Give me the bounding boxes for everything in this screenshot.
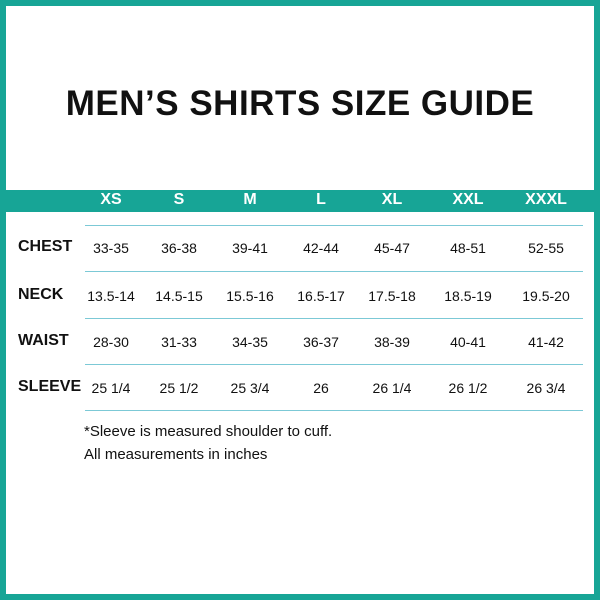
note-units: All measurements in inches xyxy=(84,446,268,463)
table-cell: 36-37 xyxy=(303,334,339,350)
table-cell: 33-35 xyxy=(93,240,129,256)
row-label: WAIST xyxy=(18,332,69,349)
table-cell: 14.5-15 xyxy=(155,288,203,304)
size-header-band xyxy=(0,190,600,212)
table-cell: 41-42 xyxy=(528,334,564,350)
row-label: SLEEVE xyxy=(18,378,82,395)
note-sleeve: *Sleeve is measured shoulder to cuff. xyxy=(84,423,333,440)
table-cell: 19.5-20 xyxy=(522,288,570,304)
size-header: XL xyxy=(381,191,403,208)
table-cell: 52-55 xyxy=(528,240,564,256)
size-header: XXXL xyxy=(525,191,567,208)
table-cell: 18.5-19 xyxy=(444,288,492,304)
row-divider xyxy=(85,364,583,365)
table-cell: 17.5-18 xyxy=(368,288,416,304)
table-cell: 13.5-14 xyxy=(87,288,135,304)
table-cell: 48-51 xyxy=(450,240,486,256)
table-cell: 39-41 xyxy=(232,240,268,256)
table-cell: 26 1/2 xyxy=(448,380,488,396)
table-cell: 31-33 xyxy=(161,334,197,350)
table-cell: 34-35 xyxy=(232,334,268,350)
size-header: XS xyxy=(100,191,122,208)
row-label: CHEST xyxy=(18,238,73,255)
table-cell: 38-39 xyxy=(374,334,410,350)
table-cell: 25 1/2 xyxy=(159,380,199,396)
size-header: S xyxy=(173,191,185,208)
table-cell: 26 3/4 xyxy=(526,380,566,396)
table-cell: 25 3/4 xyxy=(230,380,270,396)
row-label: NECK xyxy=(18,286,64,303)
page-title: MEN’S SHIRTS SIZE GUIDE xyxy=(65,84,535,123)
row-divider xyxy=(85,225,583,226)
row-divider xyxy=(85,318,583,319)
table-cell: 28-30 xyxy=(93,334,129,350)
table-cell: 25 1/4 xyxy=(91,380,131,396)
row-divider xyxy=(85,410,583,411)
size-header: M xyxy=(243,191,257,208)
size-header: L xyxy=(316,191,326,208)
table-cell: 15.5-16 xyxy=(226,288,274,304)
size-header: XXL xyxy=(452,191,484,208)
table-cell: 42-44 xyxy=(303,240,339,256)
table-cell: 16.5-17 xyxy=(297,288,345,304)
table-cell: 26 xyxy=(313,380,329,396)
table-cell: 26 1/4 xyxy=(372,380,412,396)
row-divider xyxy=(85,271,583,272)
table-cell: 45-47 xyxy=(374,240,410,256)
table-cell: 36-38 xyxy=(161,240,197,256)
table-cell: 40-41 xyxy=(450,334,486,350)
